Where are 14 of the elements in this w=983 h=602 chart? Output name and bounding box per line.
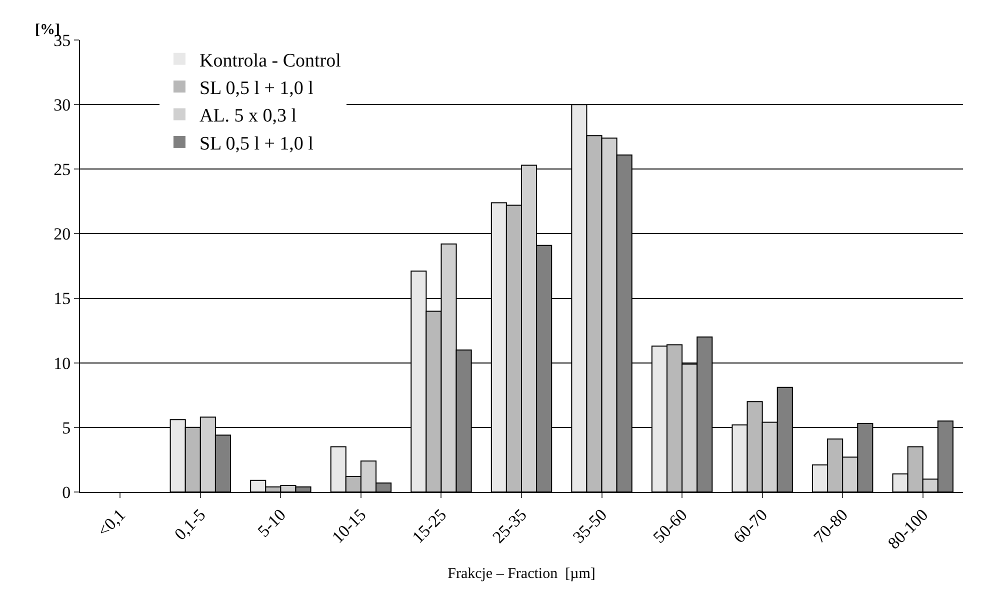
x-tick-label: <0,1 (94, 505, 129, 541)
y-tick-label: 25 (54, 160, 71, 180)
legend-label: AL. 5 x 0,3 l (199, 106, 297, 127)
y-tick-label: 0 (62, 482, 71, 502)
y-tick-label: 15 (54, 289, 71, 308)
legend-label: SL 0,5 l + 1,0 l (199, 133, 314, 154)
y-tick-label: 10 (54, 354, 71, 373)
x-tick-label: 5-10 (254, 505, 290, 541)
x-axis-title: Frakcje – Fraction [µm] (448, 566, 596, 582)
legend-label: SL 0,5 l + 1,0 l (199, 78, 314, 99)
y-tick-label: 30 (54, 96, 71, 115)
y-tick-label: 20 (54, 224, 71, 244)
legend-label: Kontrola - Control (199, 50, 341, 72)
y-tick-label: 5 (62, 418, 71, 438)
